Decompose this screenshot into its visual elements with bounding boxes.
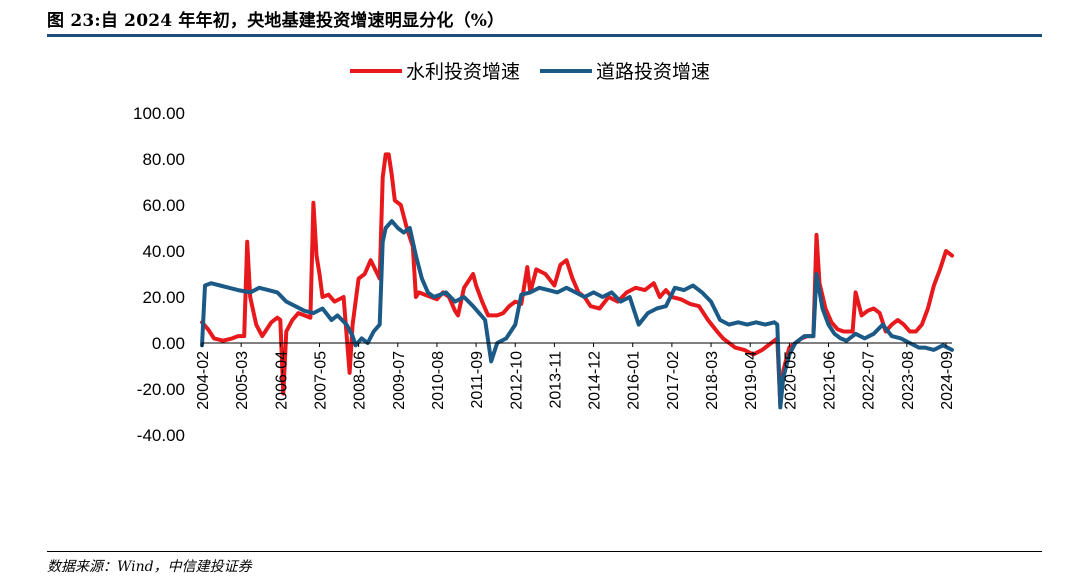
y-axis: 100.00 80.00 60.00 40.00 20.00 0.00 -20.00 -40.… [133, 104, 185, 445]
y-tick-label: -20.00 [137, 380, 185, 399]
source-rule [47, 551, 1042, 552]
x-tick-label: 2024-09 [939, 351, 956, 410]
x-tick-label: 2016-01 [626, 351, 643, 410]
y-tick-label: -40.00 [137, 426, 185, 445]
x-tick-label: 2023-08 [900, 351, 917, 410]
x-tick-label: 2009-07 [391, 351, 408, 410]
x-tick-label: 2014-12 [587, 351, 604, 410]
chart-legend: 水利投资增速 道路投资增速 [350, 61, 710, 83]
series-layer [200, 152, 954, 410]
x-tick-label: 2007-05 [312, 351, 329, 410]
y-tick-label: 0.00 [152, 334, 185, 353]
legend-label-water: 水利投资增速 [406, 61, 520, 83]
y-tick-label: 80.00 [142, 150, 185, 169]
y-tick-label: 40.00 [142, 242, 185, 261]
y-tick-label: 20.00 [142, 288, 185, 307]
x-tick-label: 2021-06 [822, 351, 839, 410]
x-tick-label: 2013-11 [547, 351, 564, 409]
x-tick-label: 2018-03 [704, 351, 721, 410]
x-tick-label: 2019-04 [743, 351, 760, 410]
x-tick-label: 2004-02 [195, 351, 212, 410]
source-note: 数据来源：Wind，中信建投证券 [47, 559, 252, 575]
legend-label-road: 道路投资增速 [596, 61, 710, 83]
x-tick-label: 2020-05 [782, 351, 799, 410]
x-tick-label: 2005-03 [234, 351, 251, 410]
x-tick-label: 2017-02 [665, 351, 682, 410]
x-tick-label: 2006-04 [273, 351, 290, 410]
figure-title: 图 23:自 2024 年年初，央地基建投资增速明显分化（%） [47, 11, 505, 31]
x-tick-label: 2011-09 [469, 351, 486, 409]
x-tick-label: 2012-10 [508, 351, 525, 410]
series-line-water [200, 152, 954, 408]
y-tick-label: 100.00 [133, 104, 185, 123]
series-line-road [200, 219, 954, 410]
x-axis: 2004-02 2005-03 2006-04 2007-05 2008-06 2009-… [195, 342, 956, 410]
title-rule [47, 34, 1042, 37]
x-tick-label: 2022-07 [861, 351, 878, 410]
x-tick-label: 2008-06 [352, 351, 369, 410]
y-tick-label: 60.00 [142, 196, 185, 215]
x-tick-label: 2010-08 [430, 351, 447, 410]
